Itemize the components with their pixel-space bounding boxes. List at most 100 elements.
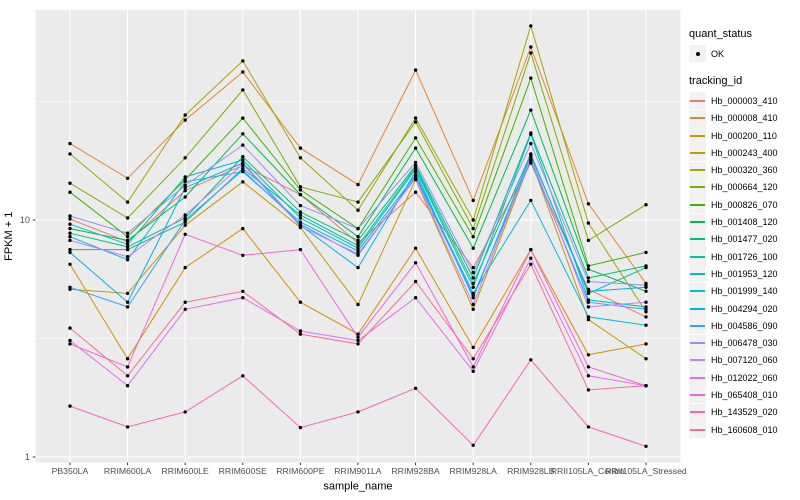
data-point: [413, 296, 418, 300]
data-point: [471, 226, 475, 231]
data-point: [356, 226, 360, 231]
legend-item-Hb_007120_060: Hb_007120_060: [689, 351, 797, 369]
data-point: [356, 335, 360, 339]
legend-item-ok: OK: [689, 45, 797, 63]
data-point: [356, 208, 360, 212]
legend-item-Hb_065408_010: Hb_065408_010: [689, 386, 797, 404]
data-point: [471, 369, 475, 373]
data-point: [125, 425, 130, 429]
data-point: [68, 262, 72, 266]
legend-item-label: Hb_143529_020: [711, 407, 778, 418]
data-point: [125, 235, 130, 239]
data-point: [183, 118, 187, 122]
data-point: [241, 168, 245, 172]
x-tick-label: RRIM600PE: [276, 466, 324, 476]
legend-title-tracking-id: tracking_id: [689, 75, 743, 88]
data-point: [241, 143, 245, 147]
data-point: [356, 200, 360, 204]
data-point: [586, 317, 591, 322]
line-key-icon: [689, 403, 706, 421]
data-point: [529, 256, 533, 260]
data-point: [68, 326, 72, 330]
data-point: [586, 202, 591, 206]
data-point: [125, 365, 130, 369]
data-point: [529, 76, 533, 80]
data-point: [68, 338, 72, 343]
data-point: [644, 384, 648, 388]
legend-item-Hb_001953_120: Hb_001953_120: [689, 265, 797, 283]
y-tick-label: 1: [25, 452, 30, 462]
line-key-icon: [689, 144, 706, 162]
data-point: [471, 198, 475, 203]
data-point: [298, 213, 303, 217]
line-key-icon: [689, 161, 706, 179]
legend-item-Hb_000243_400: Hb_000243_400: [689, 144, 797, 162]
legend-item-label: Hb_000664_120: [711, 182, 778, 193]
data-point: [413, 120, 418, 124]
data-point: [125, 384, 130, 388]
data-point: [68, 226, 72, 231]
legend-item-Hb_160608_010: Hb_160608_010: [689, 421, 797, 439]
data-point: [183, 175, 187, 179]
data-point: [125, 176, 130, 180]
data-point: [644, 250, 648, 255]
data-point: [125, 200, 130, 204]
data-point: [183, 265, 187, 270]
data-point: [644, 310, 648, 314]
data-point: [356, 243, 360, 248]
legend-item-label: Hb_000243_400: [711, 147, 778, 158]
line-key-icon: [689, 196, 706, 214]
data-point: [413, 167, 418, 171]
x-tick-label: RRIM928LA: [449, 466, 497, 476]
data-point: [413, 136, 418, 140]
data-point: [68, 222, 72, 226]
data-point: [298, 332, 303, 336]
data-point: [644, 342, 648, 346]
data-point: [68, 285, 72, 289]
data-point: [471, 365, 475, 369]
data-point: [529, 358, 533, 362]
legend-item-Hb_000320_360: Hb_000320_360: [689, 161, 797, 179]
legend-item-label: Hb_000826_070: [711, 199, 778, 210]
data-point: [125, 374, 130, 378]
data-point: [356, 302, 360, 307]
data-point: [471, 265, 475, 270]
data-point: [241, 59, 245, 63]
legend-item-label: Hb_001999_140: [711, 286, 778, 297]
data-point: [183, 113, 187, 117]
data-point: [241, 289, 245, 293]
data-point: [413, 176, 418, 180]
data-point: [241, 374, 245, 378]
data-point: [471, 302, 475, 307]
line-key-icon: [689, 334, 706, 352]
data-point: [586, 388, 591, 392]
data-point: [298, 185, 303, 189]
data-point: [298, 329, 303, 333]
data-point: [586, 221, 591, 225]
data-point: [68, 181, 72, 185]
line-key-icon: [689, 213, 706, 231]
legend-item-label: Hb_000008_410: [711, 113, 778, 124]
data-point: [183, 195, 187, 199]
data-points: [68, 24, 648, 448]
data-point: [68, 404, 72, 408]
point-key-icon: [689, 45, 706, 63]
data-point: [471, 293, 475, 298]
data-point: [183, 223, 187, 227]
data-point: [413, 261, 418, 265]
data-point: [68, 214, 72, 218]
legend-item-Hb_000826_070: Hb_000826_070: [689, 196, 797, 214]
legend-item-label: Hb_012022_060: [711, 372, 778, 383]
data-point: [298, 192, 303, 197]
data-point: [586, 267, 591, 271]
data-point: [471, 285, 475, 289]
line-key-icon: [689, 369, 706, 387]
data-point: [644, 307, 648, 311]
legend-item-label: Hb_000003_410: [711, 95, 778, 106]
line-key-icon: [689, 386, 706, 404]
line-key-icon: [689, 351, 706, 369]
data-point: [125, 305, 130, 309]
axis-labels: 1 10 PB350LA RRIM600LA RRIM600LE RRIM600SE RRI…: [3, 212, 687, 493]
x-tick-label: RRII105LA_Stressed: [605, 466, 687, 476]
